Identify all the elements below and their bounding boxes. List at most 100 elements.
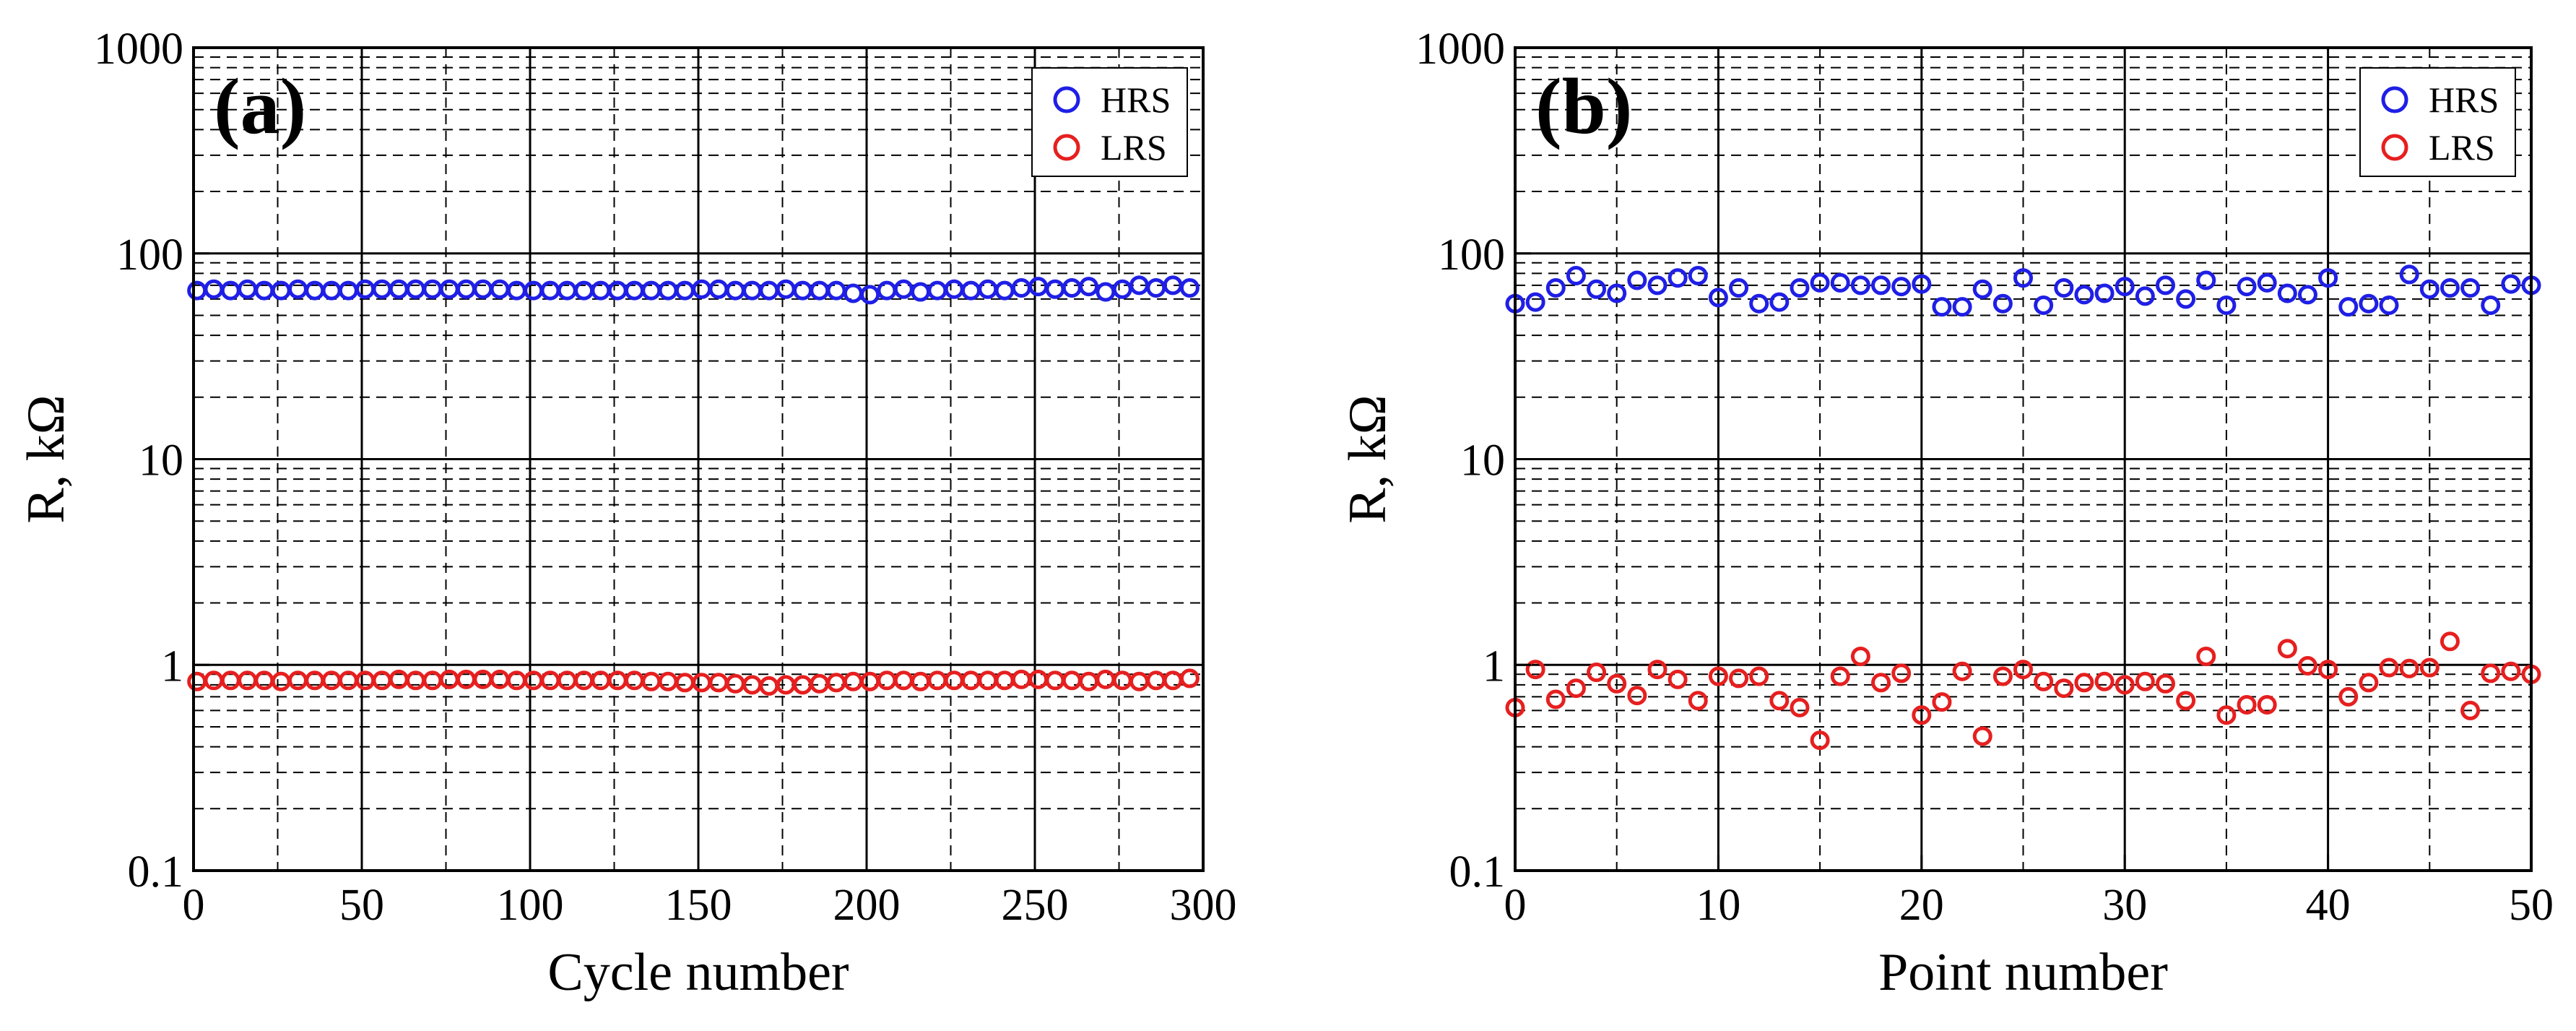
panel-a-legend-hrs-marker <box>1053 86 1080 113</box>
panel-b-x-tick-label: 50 <box>2509 881 2554 930</box>
panel-a-x-tick-label: 150 <box>665 881 732 930</box>
panel-a-lrs-point <box>860 671 880 691</box>
panel-b-y-tick-label: 1000 <box>1415 25 1505 74</box>
panel-a-legend-lrs-label: LRS <box>1101 127 1167 168</box>
panel-b-y-tick-label: 10 <box>1460 436 1505 486</box>
panel-a-hrs-point <box>1028 277 1049 297</box>
panel-a-hrs-point <box>1179 277 1200 298</box>
panel-b-lrs-point <box>2013 660 2033 680</box>
panel-a-lrs-point <box>271 671 291 691</box>
panel-b-marks <box>1505 264 2541 751</box>
panel-b-hrs-point <box>1647 275 1668 296</box>
panel-b-hrs-point <box>2135 286 2155 306</box>
panel-b-legend-hrs-marker <box>2381 86 2408 113</box>
panel-a-hrs-point <box>1079 277 1099 297</box>
panel-b-hrs-point <box>1932 297 1952 317</box>
panel-b-lrs-point <box>2419 657 2440 678</box>
panel-b-lrs-point <box>2176 691 2196 711</box>
panel-a-lrs-point <box>641 671 662 691</box>
panel-b-hrs-point <box>2237 277 2257 297</box>
panel-b-lrs-point <box>2501 661 2521 681</box>
panel-b-legend-box <box>2359 67 2516 177</box>
panel-b-hrs-point <box>1912 274 1932 294</box>
panel-a-hrs-point <box>1045 279 1065 299</box>
panel-b-lrs-point <box>1647 660 1668 680</box>
panel-a-hrs-point <box>911 282 931 302</box>
panel-a-hrs-point <box>708 279 729 299</box>
panel-a-hrs-point <box>776 279 796 299</box>
panel-a-hrs-point <box>759 280 779 301</box>
panel-a-hrs-point <box>843 283 863 303</box>
panel-a-hrs-point <box>877 280 897 301</box>
panel-a-lrs-point <box>692 673 712 693</box>
panel-b-lrs-point <box>2257 694 2277 715</box>
panel-a-lrs-point <box>877 670 897 691</box>
panel-b-hrs-point <box>2460 277 2481 298</box>
panel-a-lrs-point <box>759 676 779 696</box>
panel-b-y-tick-label: 1 <box>1483 642 1505 691</box>
panel-a-y-tick-label: 100 <box>116 230 183 280</box>
panel-b-lrs-point <box>2237 694 2257 715</box>
panel-b-hrs-point <box>2094 283 2115 303</box>
panel-a-lrs-point <box>675 673 695 693</box>
panel-b-lrs-point <box>1708 666 1728 686</box>
panel-a-hrs-point <box>456 279 476 299</box>
panel-a-lrs-point <box>1179 668 1200 689</box>
panel-b-ticks <box>1514 46 2533 872</box>
panel-a-lrs-point <box>1129 671 1149 691</box>
panel-a-lrs-point <box>843 671 863 691</box>
panel-a-x-tick-label: 300 <box>1170 881 1237 930</box>
panel-b-lrs-point <box>1688 691 1708 711</box>
panel-b-lrs-point <box>1587 663 1607 683</box>
panel-b-x-tick-labels: 0 10 20 30 40 50 <box>1504 881 2554 930</box>
panel-b-legend-hrs-label: HRS <box>2429 79 2499 120</box>
panel-b-lrs-point <box>1972 726 1992 746</box>
panel-b-hrs-point <box>1668 268 1688 288</box>
panel-b-hrs-point <box>2501 274 2521 294</box>
panel-b-lrs-point <box>2481 663 2501 683</box>
panel-a-hrs-point <box>406 279 426 299</box>
panel-a-lrs-point <box>1079 671 1099 691</box>
panel-b-x-tick-label: 10 <box>1696 881 1740 930</box>
panel-a-hrs-point <box>490 279 510 299</box>
panel-a-legend: HRS LRS <box>1031 67 1188 177</box>
panel-b-hrs-point <box>1545 277 1566 298</box>
panel-b-lrs-point <box>2094 671 2115 691</box>
panel-a-x-tick-label: 250 <box>1002 881 1069 930</box>
panel-b-lrs-point <box>2440 631 2460 652</box>
panel-a-hrs-point <box>960 280 981 301</box>
panel-a-legend-box <box>1031 67 1188 177</box>
panel-b-hrs-point <box>1607 283 1627 303</box>
panel-b-hrs-point <box>2074 285 2094 305</box>
panel-b-hrs-point <box>2338 297 2359 317</box>
panel-a-label: (a) <box>214 62 306 150</box>
panel-b-hrs-point <box>2277 283 2297 303</box>
panel-b-hrs-point <box>1972 279 1992 299</box>
panel-a-lrs-point <box>1028 669 1049 689</box>
panel-a-hrs-point <box>944 279 964 299</box>
panel-a-lrs-point <box>960 670 981 691</box>
panel-b-hrs-point <box>2013 268 2033 288</box>
panel-b-lrs-point <box>1891 663 1912 683</box>
panel-b-lrs-point <box>1850 646 1870 666</box>
panel-b-hrs-point <box>1688 265 1708 285</box>
panel-b-y-tick-label: 100 <box>1438 230 1505 280</box>
panel-b-hrs-point <box>1952 297 1972 317</box>
panel-a-hrs-point <box>1062 277 1082 298</box>
panel-a-hrs-point <box>893 279 914 299</box>
panel-a-hrs-point <box>1011 277 1031 298</box>
panel-b-lrs-point <box>1729 668 1749 689</box>
panel-a-y-tick-label: 1 <box>161 642 183 691</box>
panel-a-y-tick-label: 1000 <box>94 25 183 74</box>
panel-a-lrs-point <box>658 671 678 691</box>
panel-a-hrs-point <box>1096 282 1116 302</box>
panel-b-lrs-point <box>1912 705 1932 725</box>
panel-a-lrs-point <box>893 670 914 691</box>
panel-a-hrs-point <box>1146 277 1166 298</box>
panel-b-lrs-point <box>1668 669 1688 689</box>
panel-b-lrs-point <box>2399 658 2419 678</box>
panel-b-lrs-point <box>2074 673 2094 693</box>
panel-a-y-tick-label: 10 <box>139 436 183 486</box>
panel-a-y-axis-label: R, kΩ <box>17 394 76 523</box>
panel-b-lrs-point <box>1525 660 1545 680</box>
